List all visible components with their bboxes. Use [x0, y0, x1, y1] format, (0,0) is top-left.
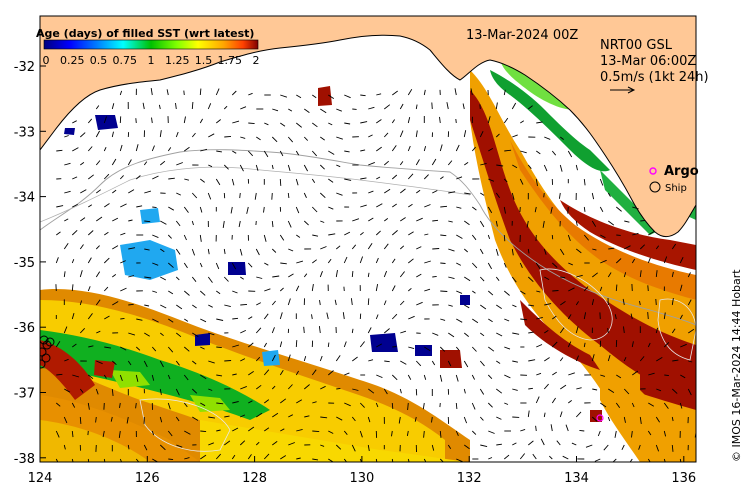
x-tick-label: 126: [135, 471, 160, 486]
coastline: [40, 34, 696, 237]
sst-red-patches-west: [40, 340, 115, 445]
credit-label: © IMOS 16-Mar-2024 14:44 Hobart: [730, 269, 743, 462]
argo-marker: [596, 414, 604, 422]
x-axis: 124 126 128 130 132 134 136: [28, 456, 696, 486]
x-tick-label: 136: [671, 471, 696, 486]
current-scale-label: 0.5m/s (1kt 24h): [600, 70, 709, 85]
argo-legend-icon: [649, 167, 657, 175]
sst-cyan-patches: [120, 208, 280, 366]
sst-darkred-east-2: [560, 200, 696, 270]
y-tick-label: -32: [14, 60, 35, 75]
sst-red-patches: [318, 86, 602, 422]
current-product-label: NRT00 GSL: [600, 38, 673, 53]
sst-darkred-south-east: [520, 300, 696, 420]
y-tick-label: -38: [14, 452, 35, 467]
sst-darkred-east: [470, 90, 696, 400]
plot-frame: [39, 15, 697, 463]
ship-legend-label: Ship: [665, 183, 687, 194]
x-tick-label: 124: [28, 471, 53, 486]
ship-legend-icon: [649, 181, 661, 193]
sst-orange-east-inner: [510, 140, 696, 300]
colorbar: [43, 39, 259, 50]
colorbar-tick-label: 0: [43, 54, 50, 67]
colorbar-tick-label: 1.5: [195, 54, 213, 67]
current-time-label: 13-Mar 06:00Z: [600, 54, 696, 69]
sst-yellow-south: [200, 420, 470, 462]
colorbar-tick-label: 0.25: [60, 54, 85, 67]
colorbar-tick-label: 2: [253, 54, 260, 67]
x-tick-label: 128: [242, 471, 267, 486]
y-tick-label: -37: [14, 387, 35, 402]
current-scale-arrow: [610, 86, 636, 94]
sst-lime-patches-west: [110, 370, 230, 412]
y-tick-label: -33: [14, 125, 35, 140]
y-tick-label: -34: [14, 191, 35, 206]
shelf-contour: [40, 149, 696, 326]
shelf-contour-inner: [40, 166, 471, 223]
colorbar-tick-label: 1: [148, 54, 155, 67]
colorbar-tick-label: 0.5: [90, 54, 108, 67]
x-tick-label: 130: [349, 471, 374, 486]
sst-yellow-lower-west: [40, 420, 150, 462]
y-tick-label: -35: [14, 256, 35, 271]
colorbar-tick-label: 0.75: [113, 54, 138, 67]
sst-green-coast: [490, 70, 610, 172]
y-axis: -32 -33 -34 -35 -36 -37 -38: [14, 60, 46, 467]
colorbar-tick-label: 1.75: [218, 54, 243, 67]
y-tick-label: -36: [14, 321, 35, 336]
argo-legend-label: Argo: [664, 164, 699, 179]
sst-yellow-band-west: [40, 300, 445, 462]
ship-track-markers: [40, 335, 55, 369]
map-title: 13-Mar-2024 00Z: [466, 28, 578, 43]
land-mass: [40, 16, 696, 237]
colorbar-tick-label: 1.25: [165, 54, 190, 67]
eddy-contours: [139, 268, 696, 452]
colorbar-ticks: 0 0.25 0.5 0.75 1 1.25 1.5 1.75 2: [43, 54, 260, 67]
x-tick-label: 134: [564, 471, 589, 486]
sst-orange-southeast: [600, 380, 696, 462]
current-vectors: [55, 88, 696, 462]
colorbar-title: Age (days) of filled SST (wrt latest): [36, 27, 254, 40]
x-tick-label: 132: [457, 471, 482, 486]
